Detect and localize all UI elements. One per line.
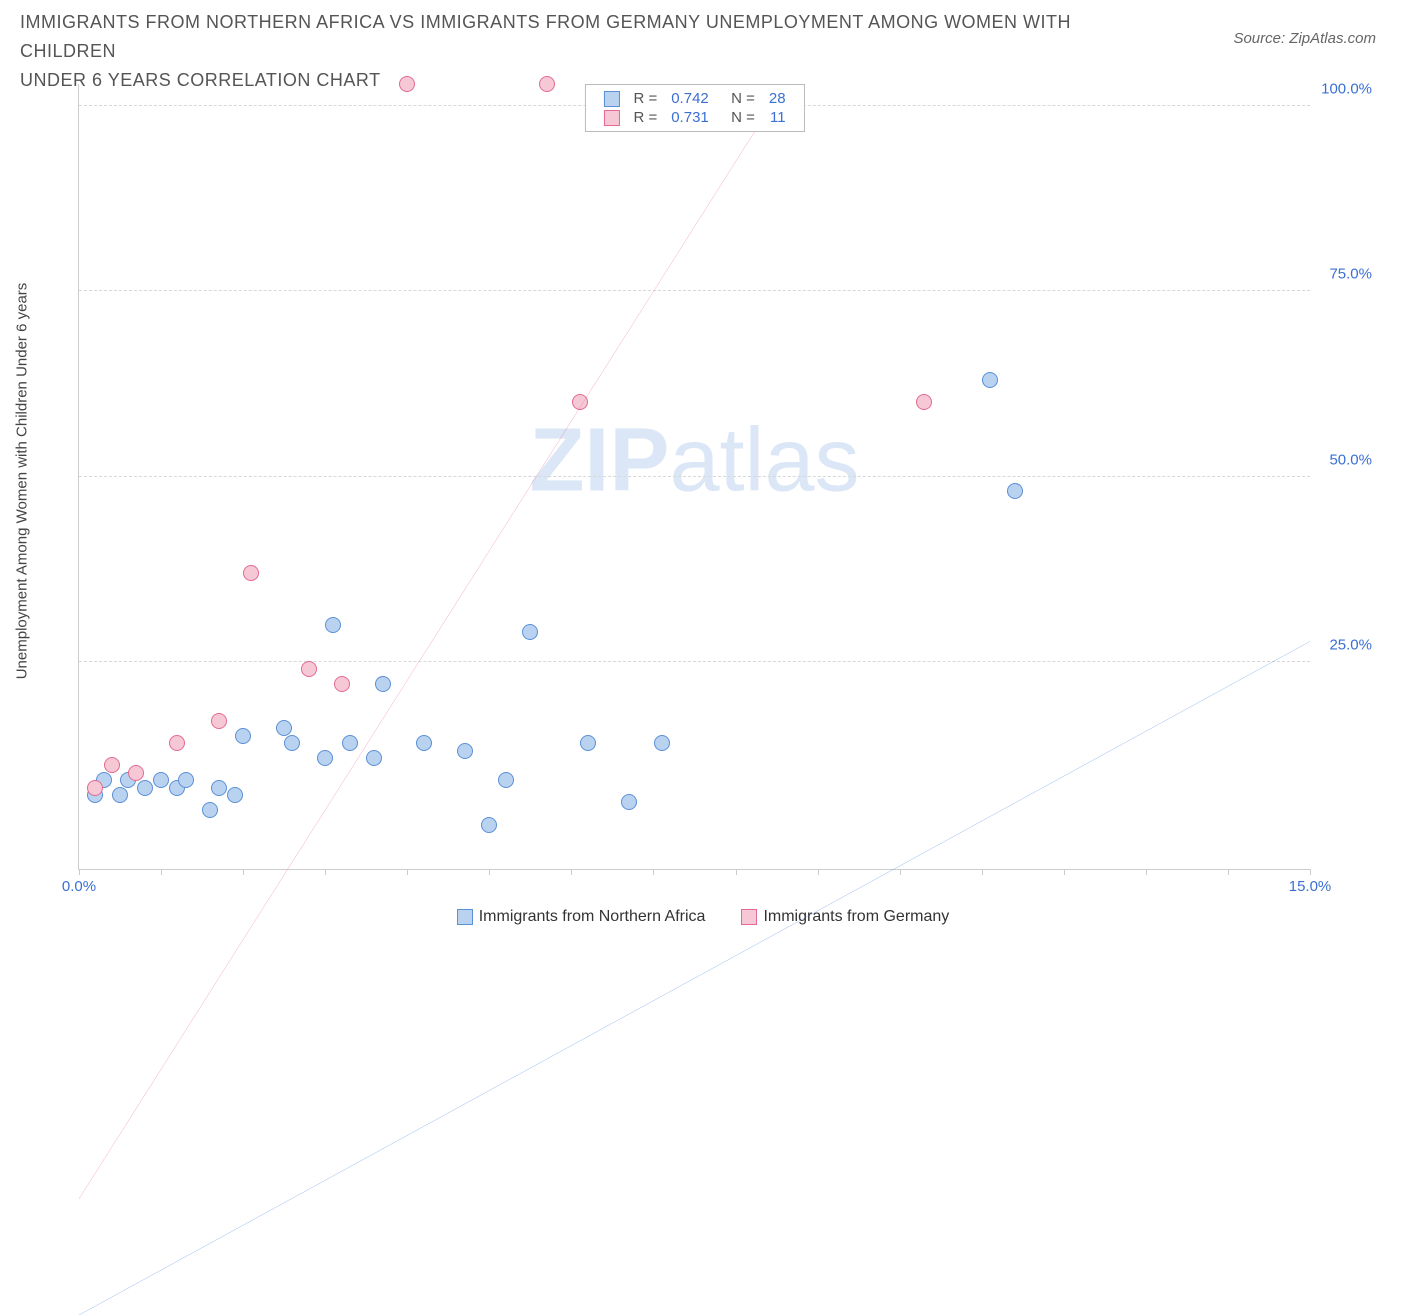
data-point <box>317 750 333 766</box>
x-tick <box>736 869 737 875</box>
data-point <box>522 624 538 640</box>
data-point <box>621 794 637 810</box>
r-label: R = <box>627 109 663 126</box>
data-point <box>399 76 415 92</box>
data-point <box>580 735 596 751</box>
data-point <box>128 765 144 781</box>
data-point <box>572 394 588 410</box>
n-label: N = <box>717 109 761 126</box>
n-value: 28 <box>763 90 792 107</box>
x-tick <box>489 869 490 875</box>
legend-row: R = 0.731 N = 11 <box>597 109 791 126</box>
r-value: 0.731 <box>665 109 715 126</box>
x-tick <box>571 869 572 875</box>
gridline <box>79 290 1310 291</box>
x-tick <box>653 869 654 875</box>
data-point <box>276 720 292 736</box>
series-legend: Immigrants from Northern Africa Immigrant… <box>0 908 1406 926</box>
legend-swatch <box>603 110 619 126</box>
data-point <box>481 817 497 833</box>
x-tick <box>982 869 983 875</box>
x-tick-label: 15.0% <box>1289 878 1332 895</box>
x-tick <box>1310 869 1311 875</box>
trend-lines <box>79 84 1310 1315</box>
x-tick <box>1146 869 1147 875</box>
data-point <box>654 735 670 751</box>
x-tick <box>818 869 819 875</box>
data-point <box>137 780 153 796</box>
x-tick-label: 0.0% <box>62 878 96 895</box>
data-point <box>153 772 169 788</box>
data-point <box>342 735 358 751</box>
watermark: ZIPatlas <box>529 409 859 512</box>
y-tick-label: 50.0% <box>1329 451 1372 468</box>
data-point <box>375 676 391 692</box>
data-point <box>235 728 251 744</box>
source-attribution: Source: ZipAtlas.com <box>1233 30 1376 47</box>
legend-item: Immigrants from Germany <box>741 908 949 926</box>
data-point <box>916 394 932 410</box>
legend-label: Immigrants from Germany <box>763 908 949 925</box>
x-tick <box>1228 869 1229 875</box>
data-point <box>334 676 350 692</box>
data-point <box>416 735 432 751</box>
data-point <box>1007 483 1023 499</box>
legend-row: R = 0.742 N = 28 <box>597 90 791 107</box>
legend-item: Immigrants from Northern Africa <box>457 908 706 926</box>
gridline <box>79 476 1310 477</box>
data-point <box>243 565 259 581</box>
data-point <box>301 661 317 677</box>
n-label: N = <box>717 90 761 107</box>
data-point <box>284 735 300 751</box>
data-point <box>366 750 382 766</box>
x-tick <box>79 869 80 875</box>
legend-swatch <box>741 909 757 925</box>
x-tick <box>1064 869 1065 875</box>
y-tick-label: 75.0% <box>1329 266 1372 283</box>
data-point <box>169 735 185 751</box>
x-tick <box>900 869 901 875</box>
legend-swatch <box>457 909 473 925</box>
x-tick <box>325 869 326 875</box>
y-tick-label: 100.0% <box>1321 81 1372 98</box>
trend-line <box>79 641 1310 1315</box>
gridline <box>79 661 1310 662</box>
data-point <box>211 780 227 796</box>
legend-swatch <box>603 91 619 107</box>
data-point <box>457 743 473 759</box>
r-label: R = <box>627 90 663 107</box>
data-point <box>112 787 128 803</box>
title-line-1: IMMIGRANTS FROM NORTHERN AFRICA VS IMMIG… <box>20 12 1071 61</box>
plot-area: ZIPatlas R = 0.742 N = 28R = 0.731 N = 1… <box>78 84 1310 870</box>
data-point <box>539 76 555 92</box>
x-tick <box>161 869 162 875</box>
x-tick <box>407 869 408 875</box>
y-tick-label: 25.0% <box>1329 636 1372 653</box>
data-point <box>202 802 218 818</box>
n-value: 11 <box>763 109 792 126</box>
data-point <box>178 772 194 788</box>
data-point <box>87 780 103 796</box>
chart-area: Unemployment Among Women with Children U… <box>30 72 1378 890</box>
data-point <box>498 772 514 788</box>
data-point <box>104 757 120 773</box>
data-point <box>325 617 341 633</box>
r-value: 0.742 <box>665 90 715 107</box>
data-point <box>982 372 998 388</box>
x-tick <box>243 869 244 875</box>
data-point <box>227 787 243 803</box>
legend-label: Immigrants from Northern Africa <box>479 908 706 925</box>
data-point <box>211 713 227 729</box>
y-axis-title: Unemployment Among Women with Children U… <box>14 283 31 680</box>
trend-line <box>79 84 785 1199</box>
correlation-legend: R = 0.742 N = 28R = 0.731 N = 11 <box>584 84 804 132</box>
